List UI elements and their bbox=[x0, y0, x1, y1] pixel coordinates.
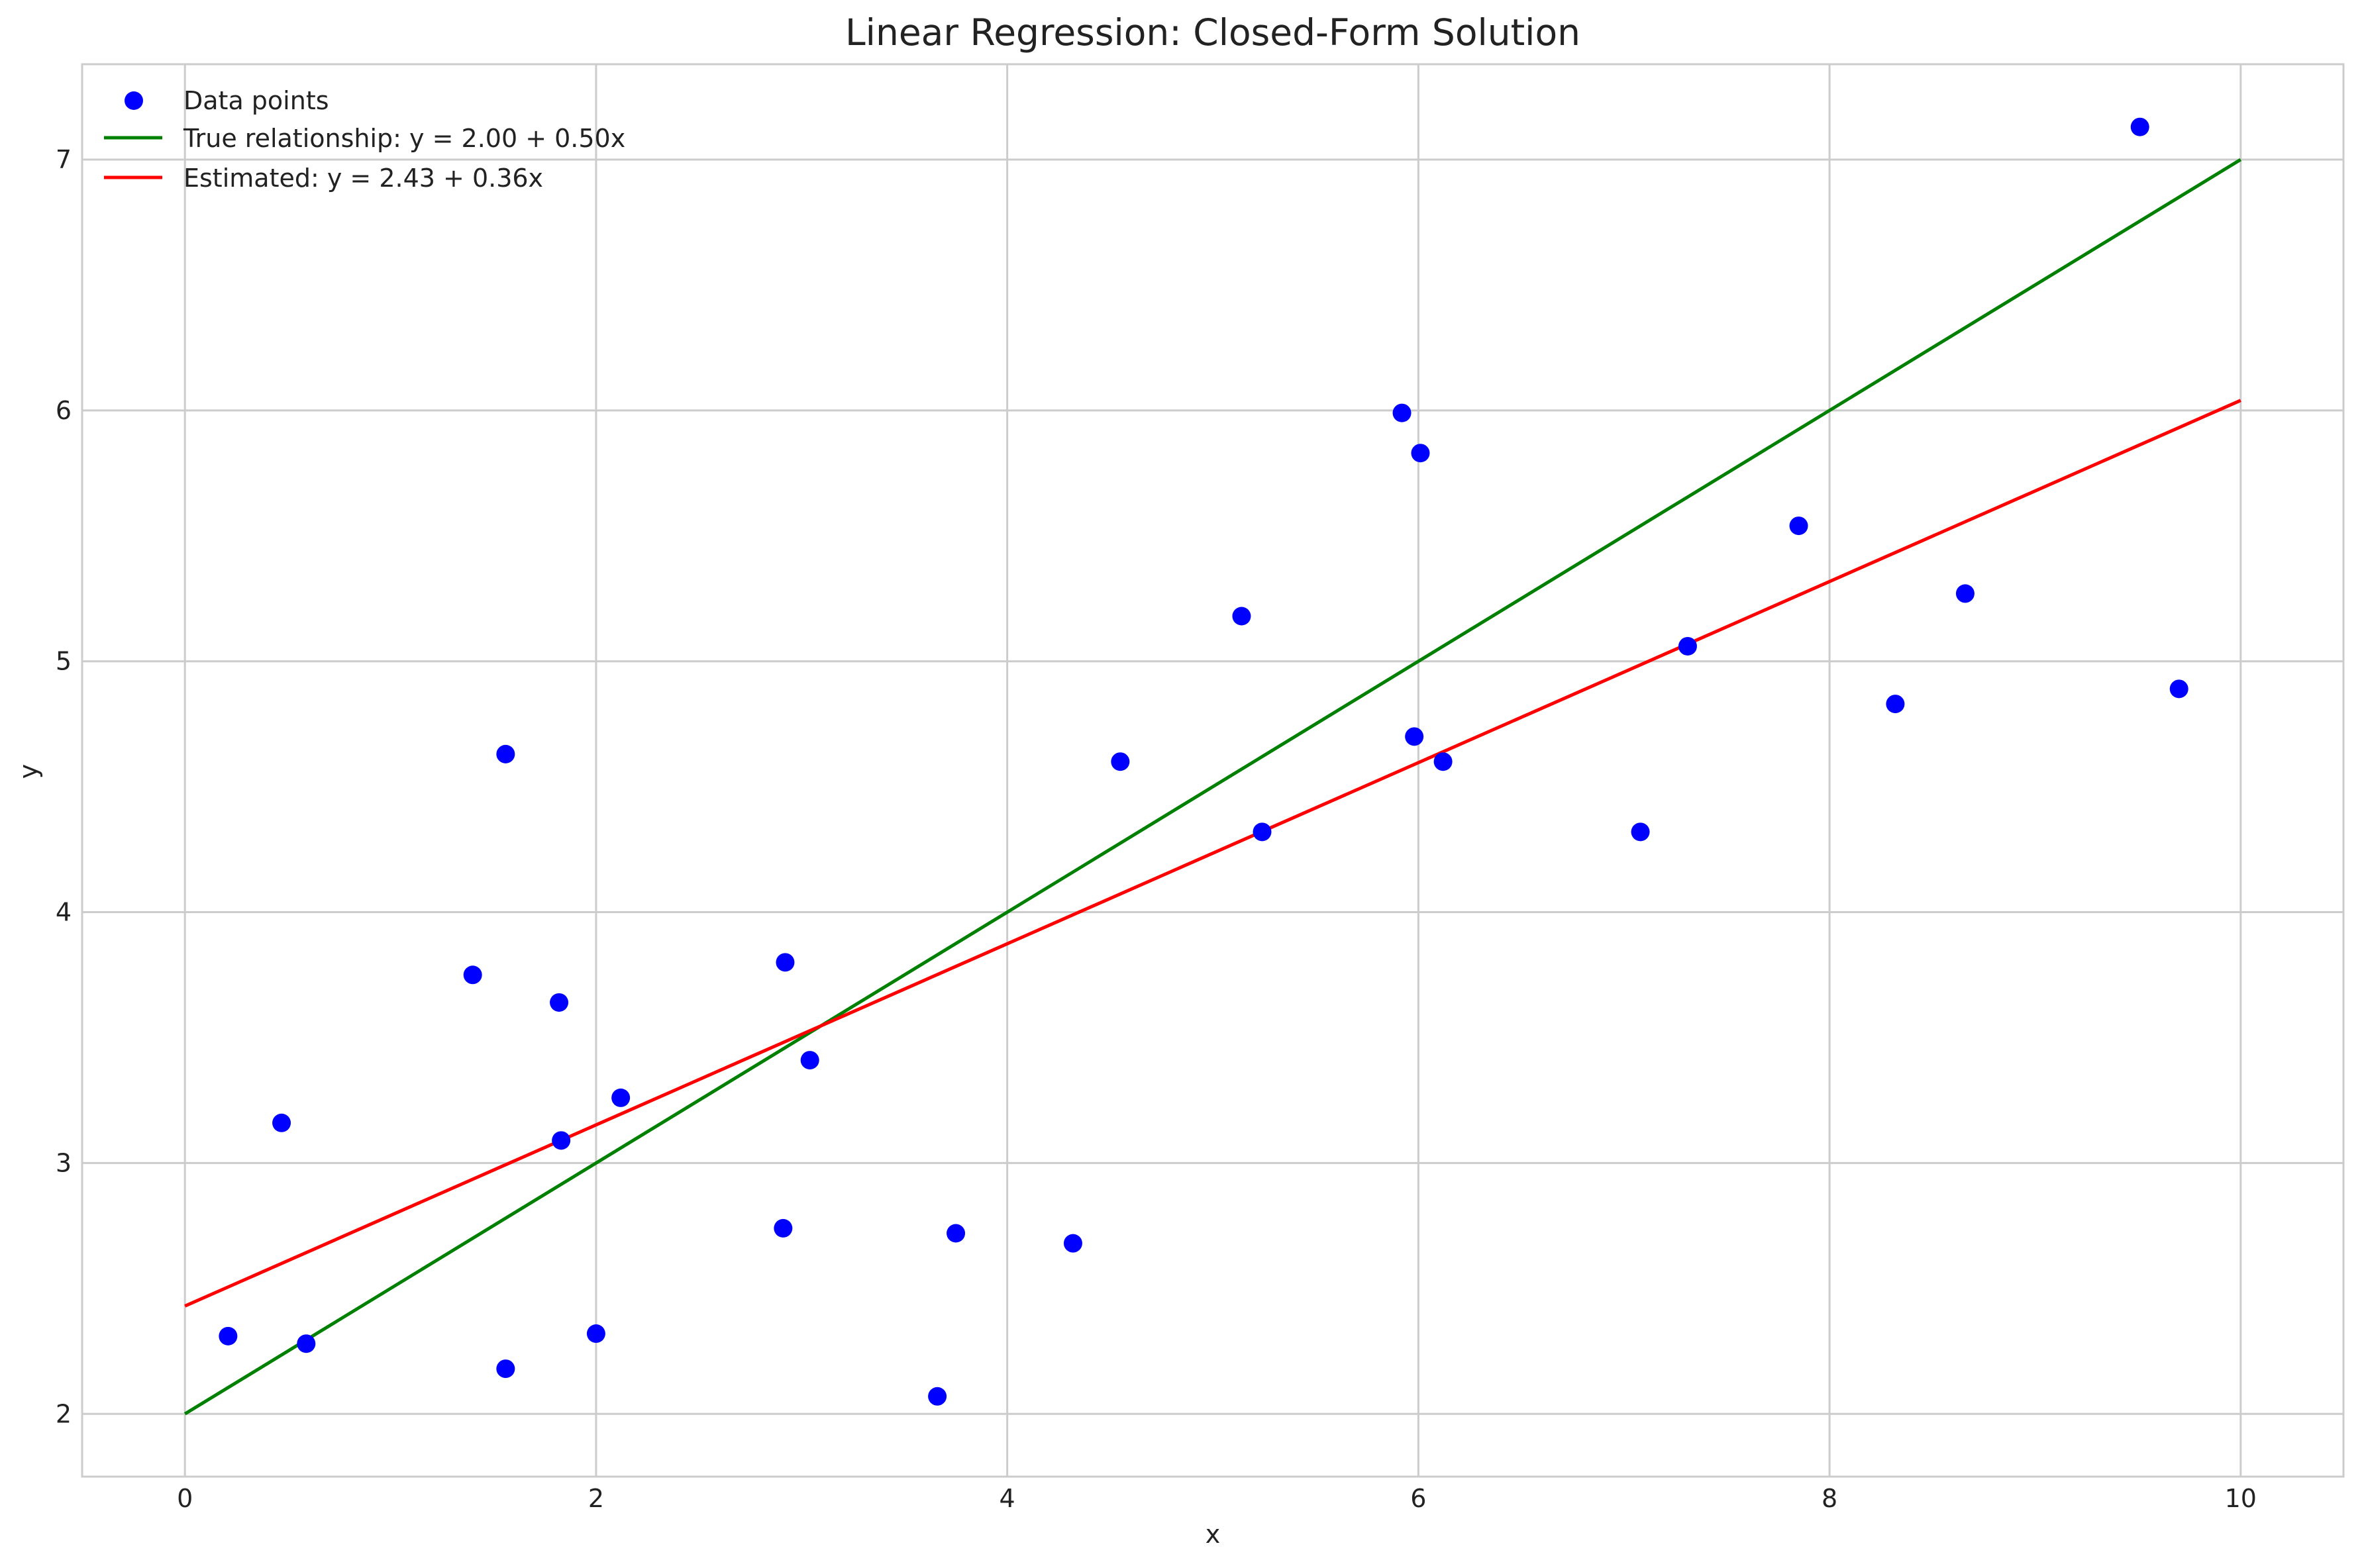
data-point bbox=[1955, 584, 1975, 603]
data-point bbox=[1253, 822, 1272, 842]
estimated-line bbox=[184, 399, 2241, 1308]
legend-label-true-relationship: True relationship: y = 2.00 + 0.50x bbox=[183, 124, 625, 153]
y-tick-label: 5 bbox=[56, 647, 72, 676]
data-point bbox=[1063, 1234, 1082, 1253]
data-points bbox=[219, 117, 2188, 1406]
data-point bbox=[774, 1218, 793, 1238]
data-point bbox=[2169, 679, 2188, 699]
series-lines bbox=[183, 158, 2242, 1416]
data-point bbox=[550, 993, 569, 1012]
y-tick-label: 3 bbox=[56, 1148, 72, 1177]
data-point bbox=[947, 1224, 966, 1243]
data-point bbox=[611, 1088, 631, 1107]
x-tick-label: 0 bbox=[177, 1484, 193, 1513]
legend-marker-data-points bbox=[125, 91, 143, 110]
plot-area bbox=[81, 63, 2345, 1478]
data-point bbox=[1631, 822, 1650, 842]
data-point bbox=[1111, 752, 1130, 771]
data-point bbox=[1433, 752, 1453, 771]
data-point bbox=[1886, 695, 1905, 714]
legend-label-data-points: Data points bbox=[183, 86, 329, 115]
grid bbox=[82, 64, 2343, 1477]
y-tick-label: 2 bbox=[56, 1399, 72, 1428]
data-point bbox=[1411, 444, 1430, 463]
true-relationship-line bbox=[183, 158, 2242, 1416]
legend-label-estimated: Estimated: y = 2.43 + 0.36x bbox=[183, 164, 543, 193]
x-axis-label: x bbox=[1206, 1520, 1221, 1549]
y-tick-label: 7 bbox=[56, 145, 72, 174]
data-point bbox=[272, 1113, 291, 1132]
y-tick-labels: 2 3 4 5 6 7 bbox=[56, 145, 72, 1428]
y-axis-label: y bbox=[14, 764, 43, 779]
data-point bbox=[1392, 403, 1412, 422]
data-point bbox=[800, 1051, 819, 1070]
data-point bbox=[1232, 607, 1251, 626]
legend: Data points True relationship: y = 2.00 … bbox=[104, 86, 625, 193]
x-tick-label: 8 bbox=[1822, 1484, 1837, 1513]
y-tick-label: 6 bbox=[56, 396, 72, 425]
data-point bbox=[297, 1334, 316, 1353]
x-tick-label: 4 bbox=[1000, 1484, 1015, 1513]
data-point bbox=[552, 1131, 571, 1150]
data-point bbox=[496, 1359, 515, 1379]
data-point bbox=[1678, 636, 1697, 656]
x-tick-label: 2 bbox=[588, 1484, 604, 1513]
y-tick-label: 4 bbox=[56, 898, 72, 927]
data-point bbox=[1789, 516, 1808, 536]
data-point bbox=[586, 1324, 605, 1344]
chart-title: Linear Regression: Closed-Form Solution bbox=[845, 11, 1580, 54]
data-point bbox=[496, 744, 515, 763]
x-tick-labels: 0 2 4 6 8 10 bbox=[177, 1484, 2257, 1513]
data-point bbox=[928, 1387, 947, 1406]
data-point bbox=[463, 965, 482, 985]
x-tick-label: 6 bbox=[1410, 1484, 1426, 1513]
data-point bbox=[219, 1326, 238, 1346]
data-point bbox=[2130, 117, 2149, 136]
data-point bbox=[776, 953, 795, 972]
data-point bbox=[1405, 727, 1424, 746]
x-tick-label: 10 bbox=[2225, 1484, 2257, 1513]
